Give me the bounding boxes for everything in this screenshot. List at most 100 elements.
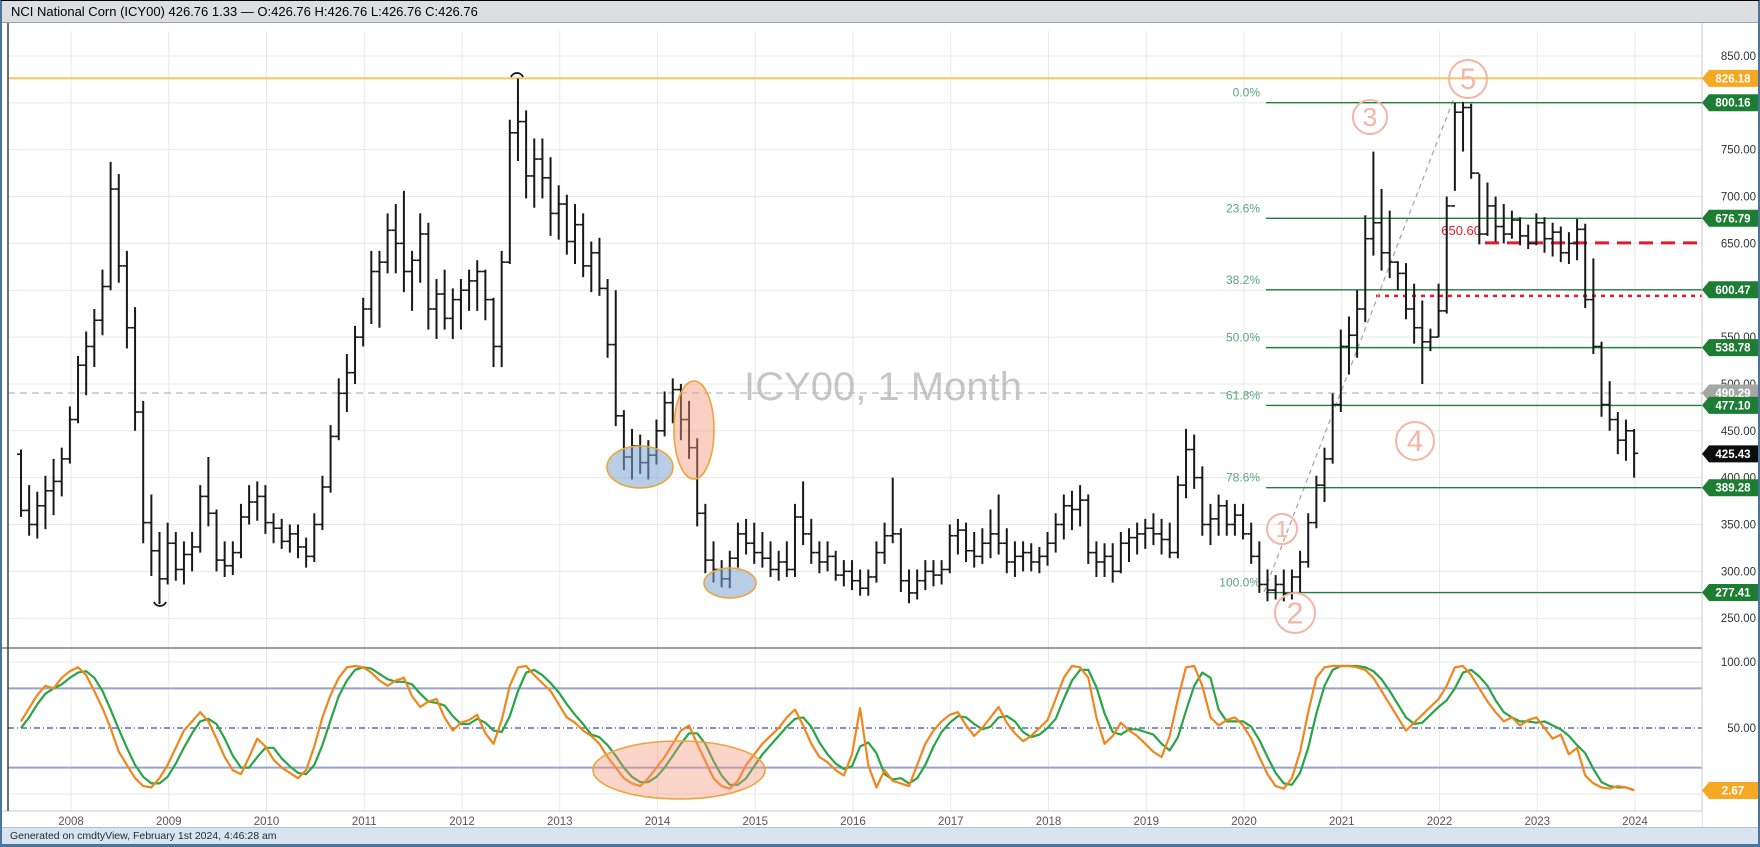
- ohlc-bar: [693, 438, 702, 527]
- ohlc-bar: [1027, 543, 1036, 572]
- ohlc-bar: [1393, 261, 1402, 291]
- ohlc-bar: [994, 494, 1003, 555]
- year-label: 2013: [547, 816, 573, 828]
- year-label: 2019: [1133, 816, 1159, 828]
- ohlc-bar: [522, 110, 531, 199]
- watermark-text: ICY00, 1 Month: [744, 365, 1022, 409]
- year-label: 2008: [58, 816, 84, 828]
- ohlc-bar: [603, 279, 612, 358]
- elliott-wave-5[interactable]: 5: [1448, 59, 1488, 99]
- ohlc-bar: [114, 174, 123, 283]
- ohlc-bar: [383, 213, 392, 274]
- price-badge-shape: [1702, 94, 1758, 112]
- ohlc-bar: [489, 297, 498, 368]
- trendline[interactable]: [1263, 97, 1455, 593]
- ohlc-bar: [1059, 494, 1068, 540]
- ohlc-bar: [1206, 503, 1215, 546]
- price-badge-value: 800.16: [1715, 98, 1750, 110]
- elliott-wave-labels[interactable]: 1 2 3 4 5: [1266, 59, 1488, 634]
- red-line-price-label: 650.60: [1441, 223, 1481, 238]
- ohlc-bar: [1239, 503, 1248, 540]
- ohlc-bar: [1621, 419, 1630, 461]
- watermark: ICY00, 1 Month: [744, 365, 1022, 409]
- price-badge-value: 826.18: [1715, 73, 1751, 85]
- ohlc-bar: [212, 509, 221, 572]
- ohlc-bar: [253, 481, 262, 521]
- blue-ellipse-annotation[interactable]: [606, 445, 674, 489]
- year-label: 2011: [352, 816, 377, 828]
- ohlc-bar: [929, 560, 938, 587]
- ohlc-bar: [367, 250, 376, 324]
- ohlc-bar: [831, 550, 840, 581]
- ohlc-bars: [17, 72, 1639, 607]
- elliott-wave-1[interactable]: 1: [1266, 513, 1298, 545]
- fibonacci-retracement[interactable]: 0.0% 23.6% 38.2% 50.0% 61.8% 78.6% 100.0%: [1219, 86, 1702, 594]
- ohlc-bar: [302, 537, 311, 568]
- stochastic-d-green-line: [20, 664, 1635, 792]
- price-badge-shape: [1702, 281, 1758, 299]
- ohlc-bar: [1100, 543, 1109, 577]
- dashed-trendline[interactable]: [1263, 97, 1455, 593]
- price-badge: 600.47: [1702, 281, 1758, 299]
- chart-canvas[interactable]: [2, 23, 1760, 831]
- price-axis[interactable]: 850.00800.00750.00700.00650.00600.00550.…: [1701, 23, 1759, 831]
- price-badge-shape: [1702, 445, 1758, 463]
- ohlc-bar: [497, 250, 506, 368]
- ohlc-bar: [456, 279, 465, 330]
- elliott-wave-3[interactable]: 3: [1352, 99, 1388, 135]
- elliott-circle: [1274, 592, 1316, 634]
- ohlc-bar: [98, 269, 107, 336]
- ohlc-bar: [815, 541, 824, 574]
- ohlc-bar: [285, 524, 294, 553]
- ohlc-bar: [1532, 213, 1541, 246]
- ohlc-bar: [1124, 528, 1133, 562]
- ellipse-annotations[interactable]: [606, 380, 757, 599]
- ohlc-bar: [1369, 151, 1378, 256]
- plot-background: [2, 23, 1760, 831]
- ohlc-bar: [587, 241, 596, 293]
- ohlc-bar: [408, 250, 417, 311]
- ohlc-bar: [236, 503, 245, 559]
- price-tick-label: 850.00: [1721, 51, 1756, 63]
- ohlc-bar: [1092, 541, 1101, 577]
- ohlc-bar: [905, 569, 914, 604]
- ohlc-bar: [1410, 283, 1419, 344]
- ohlc-bar: [530, 138, 539, 208]
- ohlc-bar: [1605, 381, 1614, 431]
- elliott-number: 3: [1363, 102, 1378, 132]
- elliott-circle: [1352, 99, 1388, 135]
- ohlc-bar: [196, 485, 205, 553]
- red-ellipse-annotation[interactable]: [673, 380, 715, 480]
- ohlc-bar: [1019, 541, 1028, 572]
- ohlc-bar: [953, 518, 962, 555]
- ohlc-bar: [856, 569, 865, 596]
- ohlc-bar: [1475, 172, 1484, 245]
- ohlc-bar: [1491, 196, 1500, 242]
- ohlc-bar: [57, 447, 66, 497]
- ohlc-bar: [465, 269, 474, 311]
- ohlc-bar: [546, 157, 555, 236]
- elliott-wave-4[interactable]: 4: [1395, 421, 1435, 461]
- ohlc-bar: [1035, 546, 1044, 574]
- ohlc-bar: [359, 297, 368, 347]
- ohlc-bar: [1483, 182, 1492, 236]
- generated-timestamp: Generated on cmdtyView, February 1st 202…: [10, 830, 277, 842]
- price-chart[interactable]: ICY00, 1 Month 650.60 0.0% 23.6% 38.2% 50.0…: [2, 23, 1760, 831]
- stoch-tick-label: 100.00: [1721, 657, 1756, 669]
- elliott-circle: [1266, 513, 1298, 545]
- ohlc-bar: [1344, 316, 1353, 375]
- red-ellipse-annotation[interactable]: [592, 740, 766, 800]
- year-label: 2021: [1329, 816, 1355, 828]
- year-label: 2023: [1524, 816, 1550, 828]
- time-axis[interactable]: 2008 2009 2010 2011 2012 2013 2014 2015 2016 2017…: [2, 23, 1702, 831]
- ohlc-bar: [351, 325, 360, 384]
- ohlc-bar: [1149, 513, 1158, 546]
- ohlc-bar: [847, 560, 856, 591]
- elliott-wave-2[interactable]: 2: [1274, 592, 1316, 634]
- blue-ellipse-annotation[interactable]: [703, 567, 757, 599]
- ohlc-bar: [82, 331, 91, 396]
- ohlc-bar: [1548, 222, 1557, 257]
- ohlc-bar: [1426, 328, 1435, 352]
- ohlc-bar: [888, 477, 897, 544]
- ohlc-bar: [1328, 393, 1337, 464]
